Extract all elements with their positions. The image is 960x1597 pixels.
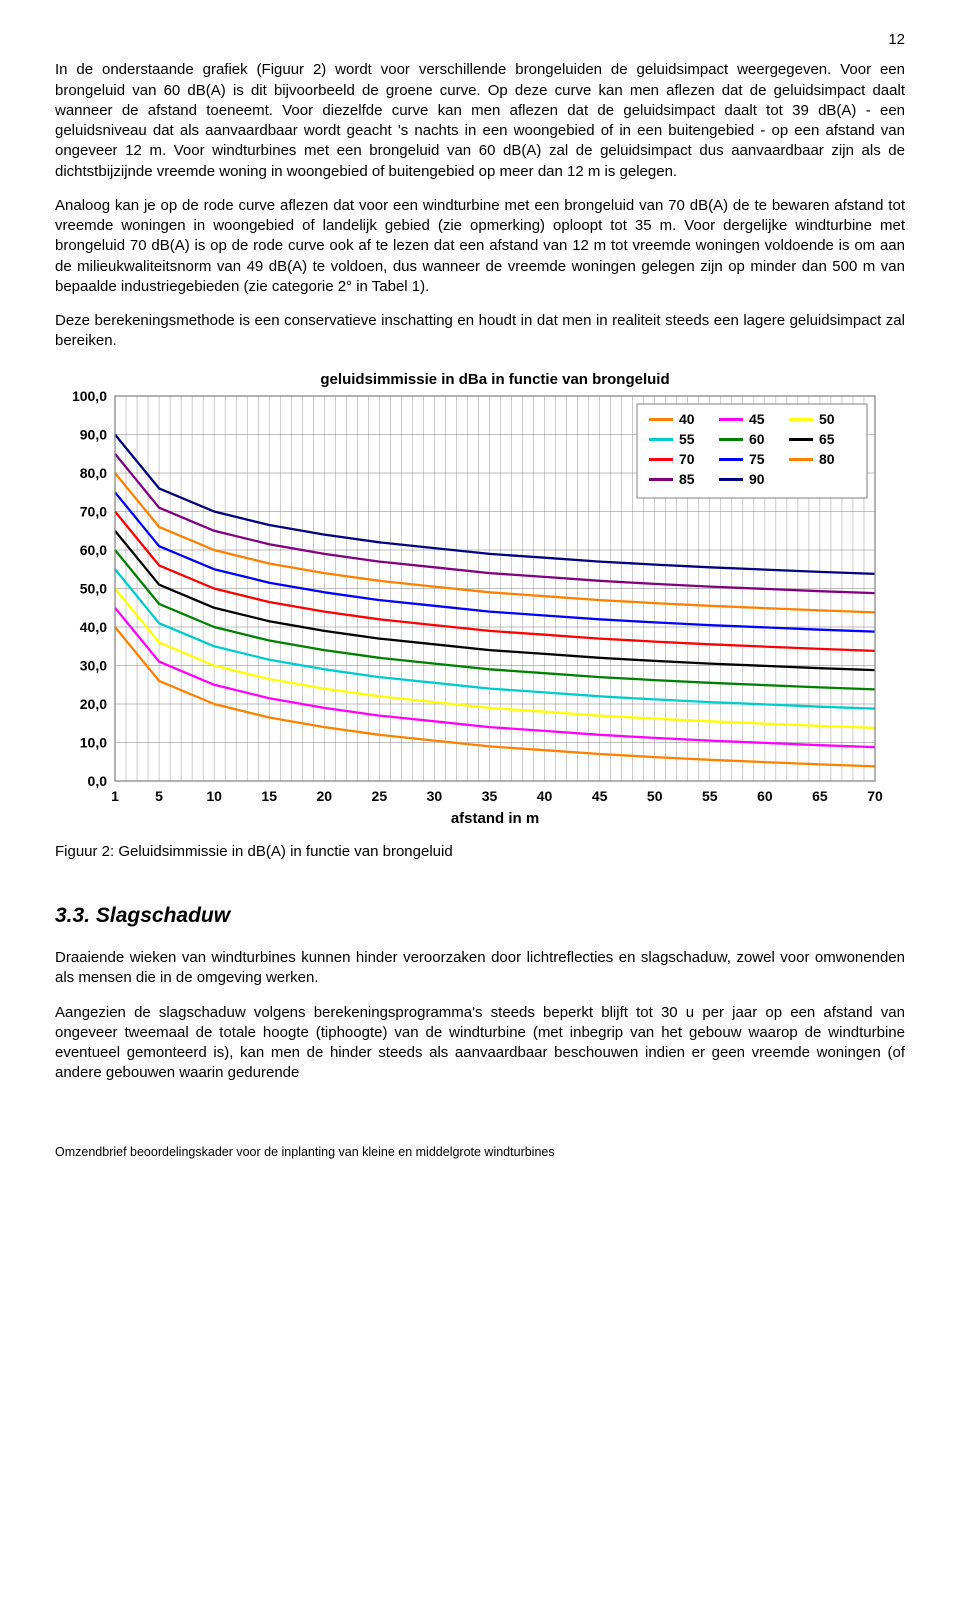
svg-text:40: 40 bbox=[679, 411, 695, 427]
svg-text:40,0: 40,0 bbox=[80, 619, 107, 635]
svg-text:75: 75 bbox=[749, 451, 765, 467]
svg-text:45: 45 bbox=[592, 788, 608, 804]
svg-text:afstand in m: afstand in m bbox=[451, 810, 539, 827]
svg-text:1: 1 bbox=[111, 788, 119, 804]
svg-text:10,0: 10,0 bbox=[80, 734, 107, 750]
svg-text:70,0: 70,0 bbox=[80, 503, 107, 519]
svg-text:70: 70 bbox=[867, 788, 883, 804]
svg-text:80: 80 bbox=[819, 451, 835, 467]
body-paragraph-1: In de onderstaande grafiek (Figuur 2) wo… bbox=[55, 60, 905, 182]
svg-text:90: 90 bbox=[749, 471, 765, 487]
body-paragraph-3: Deze berekeningsmethode is een conservat… bbox=[55, 311, 905, 352]
page-number: 12 bbox=[55, 30, 905, 50]
svg-text:60,0: 60,0 bbox=[80, 542, 107, 558]
svg-text:60: 60 bbox=[757, 788, 773, 804]
svg-text:65: 65 bbox=[819, 431, 835, 447]
svg-text:50: 50 bbox=[647, 788, 663, 804]
svg-text:55: 55 bbox=[679, 431, 695, 447]
svg-text:10: 10 bbox=[206, 788, 222, 804]
body-paragraph-2: Analoog kan je op de rode curve aflezen … bbox=[55, 196, 905, 297]
svg-text:35: 35 bbox=[482, 788, 498, 804]
svg-text:15: 15 bbox=[261, 788, 277, 804]
svg-text:50,0: 50,0 bbox=[80, 580, 107, 596]
figure-caption: Figuur 2: Geluidsimmissie in dB(A) in fu… bbox=[55, 842, 905, 862]
body-paragraph-5: Aangezien de slagschaduw volgens bereken… bbox=[55, 1003, 905, 1084]
svg-text:20,0: 20,0 bbox=[80, 696, 107, 712]
svg-text:geluidsimmissie in dBa in func: geluidsimmissie in dBa in functie van br… bbox=[320, 371, 669, 388]
svg-text:70: 70 bbox=[679, 451, 695, 467]
svg-text:80,0: 80,0 bbox=[80, 465, 107, 481]
svg-text:100,0: 100,0 bbox=[72, 388, 107, 404]
svg-text:85: 85 bbox=[679, 471, 695, 487]
chart-container: geluidsimmissie in dBa in functie van br… bbox=[55, 366, 905, 836]
line-chart: geluidsimmissie in dBa in functie van br… bbox=[55, 366, 885, 836]
svg-text:30,0: 30,0 bbox=[80, 657, 107, 673]
svg-text:65: 65 bbox=[812, 788, 828, 804]
svg-text:25: 25 bbox=[372, 788, 388, 804]
footer-text: Omzendbrief beoordelingskader voor de in… bbox=[55, 1144, 905, 1161]
svg-text:50: 50 bbox=[819, 411, 835, 427]
svg-text:20: 20 bbox=[316, 788, 332, 804]
body-paragraph-4: Draaiende wieken van windturbines kunnen… bbox=[55, 948, 905, 989]
svg-text:55: 55 bbox=[702, 788, 718, 804]
svg-text:0,0: 0,0 bbox=[88, 773, 108, 789]
section-heading: 3.3. Slagschaduw bbox=[55, 902, 905, 930]
svg-text:30: 30 bbox=[427, 788, 443, 804]
svg-text:40: 40 bbox=[537, 788, 553, 804]
svg-text:60: 60 bbox=[749, 431, 765, 447]
svg-text:90,0: 90,0 bbox=[80, 426, 107, 442]
svg-text:45: 45 bbox=[749, 411, 765, 427]
svg-text:5: 5 bbox=[155, 788, 163, 804]
